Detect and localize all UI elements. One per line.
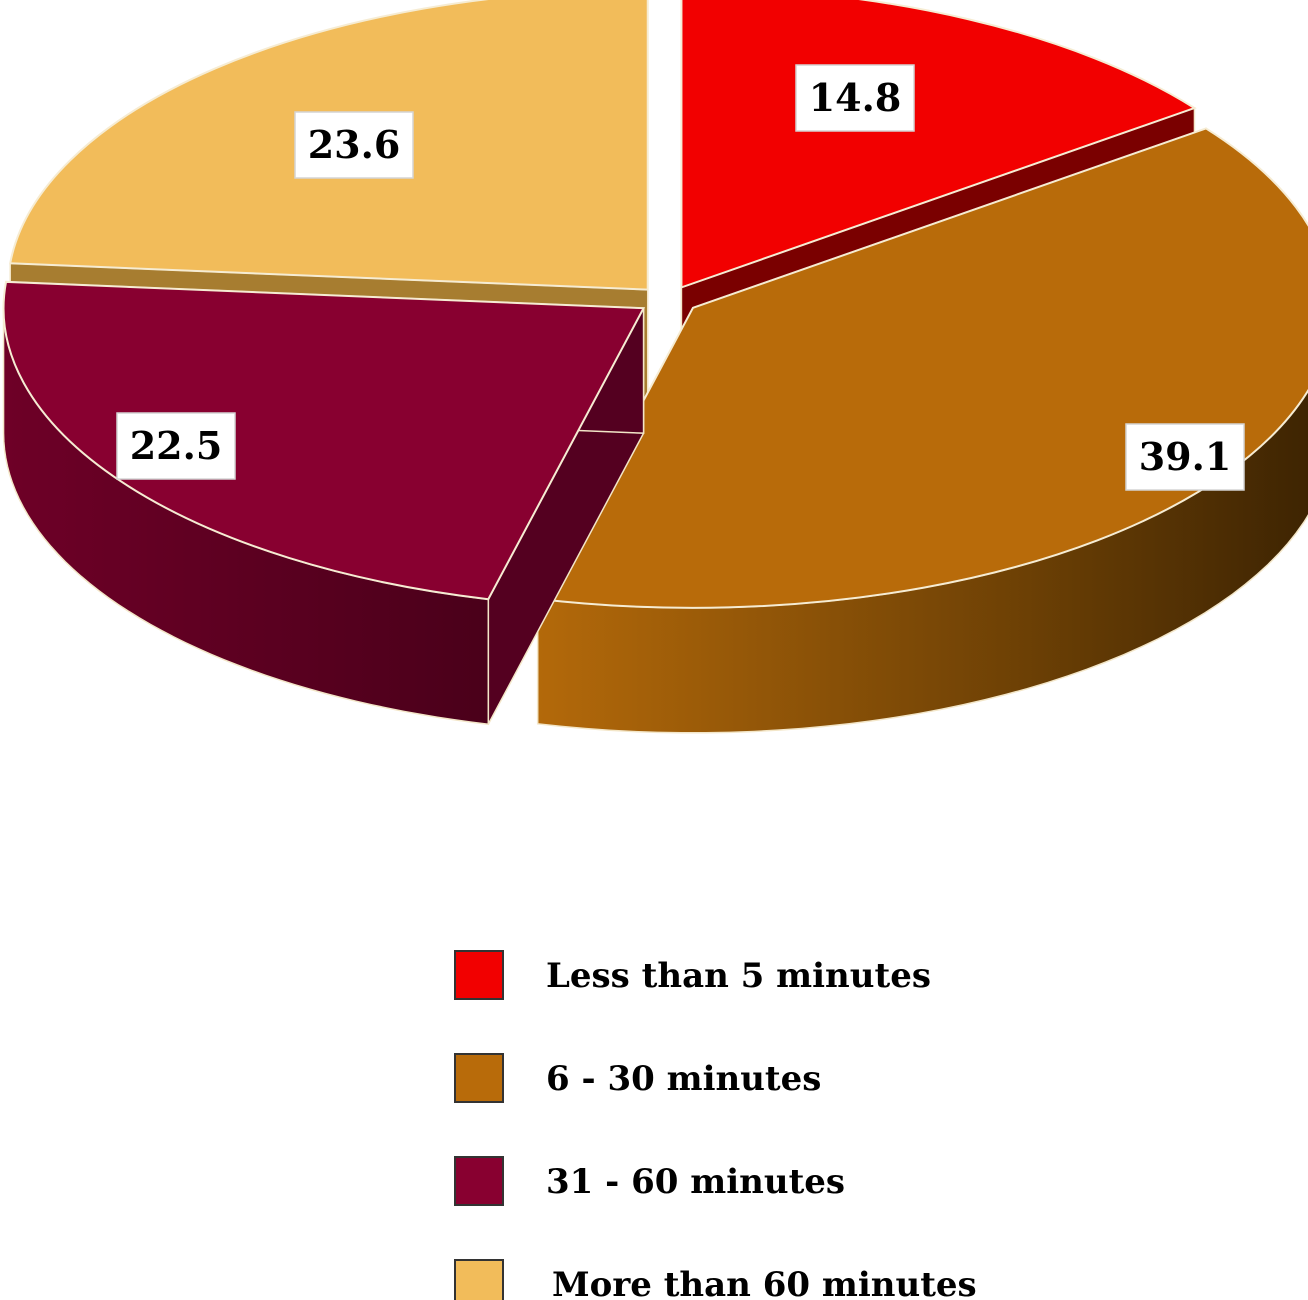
data-label-3-box	[116, 412, 236, 480]
data-label-1-text: 14.8	[809, 75, 902, 120]
legend-label-4: More than 60 minutes	[552, 1265, 977, 1300]
legend-swatch-3	[454, 1156, 504, 1206]
data-label-1: 14.8	[795, 64, 915, 132]
data-label-3: 22.5	[116, 412, 236, 480]
legend-item-2: 6 - 30 minutes	[454, 1053, 821, 1103]
legend-item-3: 31 - 60 minutes	[454, 1156, 845, 1206]
data-label-1-box	[795, 64, 915, 132]
data-label-4-box	[294, 111, 414, 179]
data-label-3-text: 22.5	[130, 423, 223, 468]
legend-item-4: More than 60 minutes	[454, 1259, 977, 1300]
pie-data-labels: 14.8 39.1 22.5 23.6	[116, 64, 1245, 491]
data-label-4: 23.6	[294, 111, 414, 179]
data-label-4-text: 23.6	[308, 122, 401, 167]
pie-slice-3	[2, 280, 646, 726]
legend-item-1: Less than 5 minutes	[454, 950, 931, 1000]
legend-swatch-4	[454, 1259, 504, 1300]
legend-label-3: 31 - 60 minutes	[546, 1162, 845, 1202]
pie-slices	[2, 0, 1308, 734]
legend: Less than 5 minutes 6 - 30 minutes 31 - 60…	[454, 950, 977, 1300]
legend-label-2: 6 - 30 minutes	[546, 1059, 821, 1099]
legend-label-1: Less than 5 minutes	[546, 956, 931, 996]
data-label-2: 39.1	[1125, 423, 1245, 491]
data-label-2-text: 39.1	[1139, 434, 1232, 479]
legend-swatch-1	[454, 950, 504, 1000]
data-label-2-box	[1125, 423, 1245, 491]
legend-swatch-2	[454, 1053, 504, 1103]
pie-slice-2	[536, 127, 1308, 734]
pie-slice-3-top	[2, 280, 646, 601]
